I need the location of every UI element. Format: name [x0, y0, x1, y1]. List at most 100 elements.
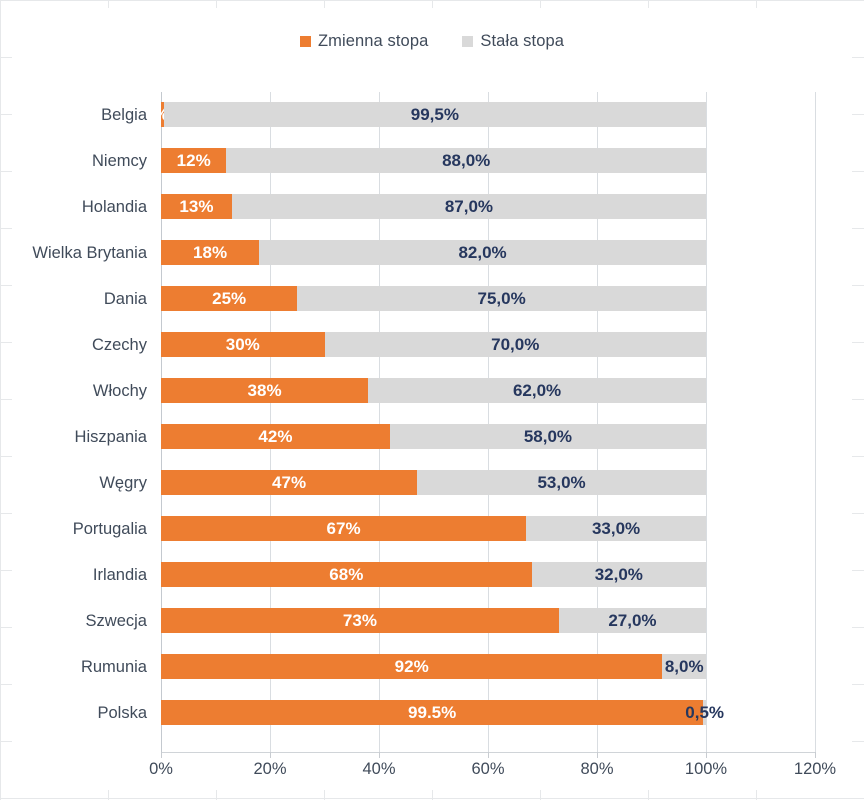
bar-segment-stala-stopa[interactable]: 62,0% — [368, 378, 706, 403]
x-axis-tick — [270, 752, 271, 758]
bar-segment-stala-stopa[interactable]: 53,0% — [417, 470, 706, 495]
bar-row[interactable]: Niemcy 12% 88,0% — [92, 138, 815, 184]
bar-row[interactable]: Włochy 38% 62,0% — [93, 368, 815, 414]
bar-segment-zmienna-stopa[interactable]: 47% — [161, 470, 418, 495]
bar-segment-zmienna-stopa[interactable]: 12% — [161, 148, 227, 173]
bar-segment-stala-stopa[interactable]: 99,5% — [163, 102, 706, 127]
sheet-column-border — [0, 0, 1, 800]
bar-segment-stala-stopa[interactable]: 58,0% — [389, 424, 706, 449]
bar-row[interactable]: Portugalia 67% 33,0% — [73, 506, 815, 552]
bar-value-label-stala-stopa: 88,0% — [442, 151, 491, 170]
bar-segment-zmienna-stopa[interactable]: 92% — [161, 654, 663, 679]
category-label-dania: Dania — [103, 290, 147, 308]
bar-segment-zmienna-stopa[interactable]: 68% — [161, 562, 532, 587]
bar-segment-zmienna-stopa[interactable]: 13% — [161, 194, 232, 219]
bar-value-label-stala-stopa: 27,0% — [608, 611, 657, 630]
x-axis-tick — [379, 752, 380, 758]
bar-segment-zmienna-stopa[interactable]: 42% — [161, 424, 390, 449]
bar-value-label-zmienna-stopa: 42% — [258, 427, 293, 446]
category-label-hiszpania: Hiszpania — [74, 428, 147, 446]
legend-item-zmienna-stopa[interactable]: Zmienna stopa — [299, 32, 429, 51]
bar-value-label-stala-stopa: 70,0% — [491, 335, 540, 354]
chart-legend: Zmienna stopa Stała stopa — [12, 32, 852, 51]
bar-segment-zmienna-stopa[interactable]: 99.5% — [161, 700, 704, 725]
bar-segment-stala-stopa[interactable]: 8,0% — [662, 654, 706, 679]
bar-segment-stala-stopa[interactable]: 88,0% — [226, 148, 706, 173]
bar-track: 18% 82,0% — [161, 240, 706, 265]
bar-track: 38% 62,0% — [161, 378, 706, 403]
bar-segment-zmienna-stopa[interactable]: 25% — [161, 286, 298, 311]
x-axis-tick-label: 40% — [362, 760, 396, 778]
bar-segment-stala-stopa[interactable]: 32,0% — [531, 562, 706, 587]
bar-segment-zmienna-stopa[interactable]: 38% — [161, 378, 369, 403]
bar-track: 67% 33,0% — [161, 516, 706, 541]
bar-value-label-stala-stopa: 0,5% — [685, 703, 725, 722]
bar-value-label-stala-stopa: 32,0% — [594, 565, 643, 584]
bar-value-label-zmienna-stopa: 12% — [176, 151, 211, 170]
bar-value-label-zmienna-stopa: 13% — [179, 197, 214, 216]
bar-row[interactable]: Węgry 47% 53,0% — [99, 460, 815, 506]
x-axis-tick-label: 0% — [149, 760, 173, 778]
bar-value-label-zmienna-stopa: 38% — [247, 381, 282, 400]
legend-label: Stała stopa — [480, 32, 565, 50]
legend-square-icon — [462, 36, 474, 47]
gridline-40% — [379, 92, 380, 752]
bar-value-label-stala-stopa: 8,0% — [664, 657, 704, 676]
bar-value-label-stala-stopa: 75,0% — [477, 289, 526, 308]
gridline-80% — [597, 92, 598, 752]
category-label-irlandia: Irlandia — [92, 566, 147, 584]
bar-value-label-zmienna-stopa: 30% — [225, 335, 260, 354]
bar-segment-zmienna-stopa[interactable]: 30% — [161, 332, 325, 357]
bar-row[interactable]: Holandia 13% 87,0% — [82, 184, 815, 230]
bar-row[interactable]: Szwecja 73% 27,0% — [86, 598, 815, 644]
bar-track: 12% 88,0% — [161, 148, 706, 173]
bar-row[interactable]: Czechy 30% 70,0% — [92, 322, 815, 368]
bar-row[interactable]: Rumunia 92% 8,0% — [81, 644, 815, 690]
bar-segment-stala-stopa[interactable]: 70,0% — [324, 332, 706, 357]
category-label-holandia: Holandia — [81, 198, 147, 216]
bar-row[interactable]: Hiszpania 42% 58,0% — [75, 414, 815, 460]
chart-canvas[interactable]: Zmienna stopa Stała stopa Belgia % 99,5% Ni… — [12, 8, 852, 790]
bar-row[interactable]: Irlandia 68% 32,0% — [93, 552, 815, 598]
bar-value-label-zmienna-stopa: 73% — [342, 611, 377, 630]
legend-label: Zmienna stopa — [317, 32, 429, 50]
bar-segment-stala-stopa[interactable]: 27,0% — [558, 608, 706, 633]
bar-value-label-zmienna-stopa: 47% — [272, 473, 307, 492]
bar-row[interactable]: Polska 99.5% 0,5% — [97, 690, 815, 736]
gridline-120% — [815, 92, 816, 752]
sheet-row-border — [0, 0, 864, 1]
bar-track: 47% 53,0% — [161, 470, 706, 495]
plot-area: Belgia % 99,5% Niemcy 12% 88,0% Holandia 13% 87,… — [32, 92, 816, 752]
bar-segment-stala-stopa[interactable]: 75,0% — [297, 286, 706, 311]
x-axis-tick-label: 100% — [684, 760, 728, 778]
category-label-węgry: Węgry — [99, 474, 147, 492]
x-axis-tick — [488, 752, 489, 758]
bar-track: 25% 75,0% — [161, 286, 706, 311]
x-axis-tick — [815, 752, 816, 758]
bar-segment-stala-stopa[interactable]: 0,5% — [685, 700, 724, 725]
legend-item-stala-stopa[interactable]: Stała stopa — [462, 32, 564, 51]
bar-value-label-stala-stopa: 58,0% — [523, 427, 573, 446]
bar-segment-stala-stopa[interactable]: 33,0% — [526, 516, 706, 541]
category-label-portugalia: Portugalia — [72, 520, 147, 538]
category-label-wielka-brytania: Wielka Brytania — [32, 244, 147, 262]
bar-row[interactable]: Belgia % 99,5% — [101, 92, 815, 138]
bar-track: 13% 87,0% — [161, 194, 706, 219]
bar-track: 30% 70,0% — [161, 332, 706, 357]
bar-value-label-zmienna-stopa: 68% — [329, 565, 364, 584]
legend-square-icon — [299, 36, 311, 47]
bar-segment-stala-stopa[interactable]: 87,0% — [231, 194, 706, 219]
bar-segment-zmienna-stopa[interactable]: 67% — [161, 516, 527, 541]
bar-track: 99.5% 0,5% — [161, 700, 724, 725]
bar-row[interactable]: Wielka Brytania 18% 82,0% — [32, 230, 815, 276]
bar-segment-stala-stopa[interactable]: 82,0% — [259, 240, 706, 265]
bar-track: 42% 58,0% — [161, 424, 706, 449]
x-axis-tick-label: 60% — [471, 760, 505, 778]
bar-value-label-stala-stopa: 62,0% — [512, 381, 562, 400]
x-axis-tick-label: 80% — [580, 760, 614, 778]
category-label-niemcy: Niemcy — [91, 152, 147, 170]
bar-segment-zmienna-stopa[interactable]: 73% — [161, 608, 559, 633]
sheet-row-border — [0, 798, 864, 799]
bar-segment-zmienna-stopa[interactable]: 18% — [161, 240, 260, 265]
bar-row[interactable]: Dania 25% 75,0% — [104, 276, 815, 322]
